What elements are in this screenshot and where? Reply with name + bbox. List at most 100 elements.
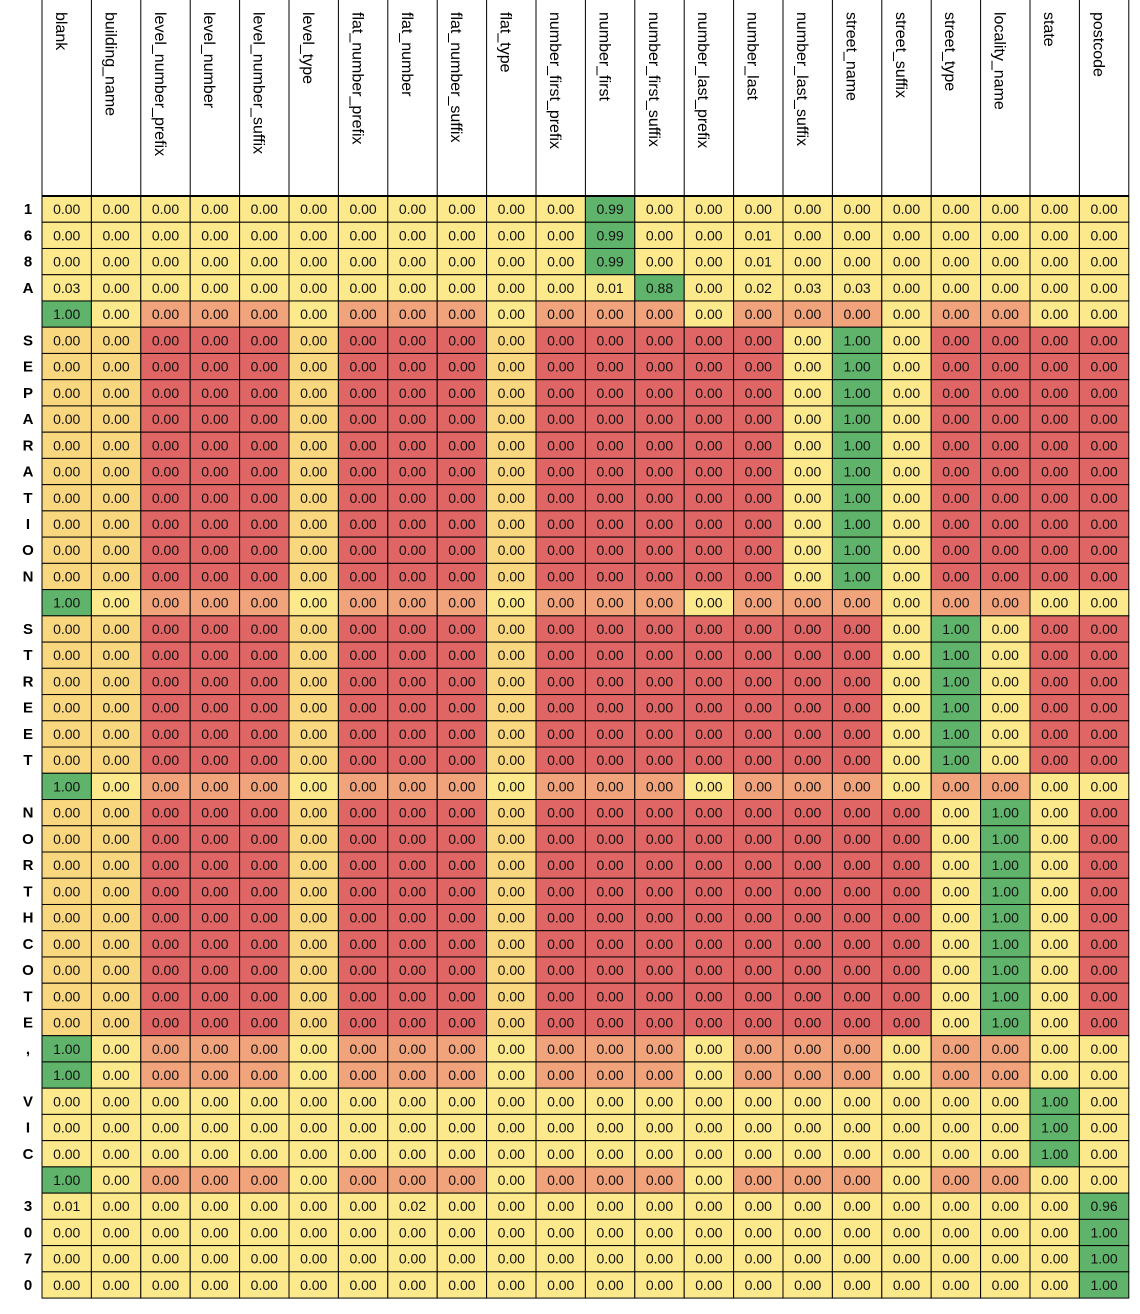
cell-value: 0.00 — [843, 201, 870, 217]
heatmap-cell — [881, 641, 932, 669]
heatmap-cell — [782, 457, 833, 486]
cell-value: 1.00 — [942, 726, 969, 742]
cell-value: 0.00 — [1041, 883, 1068, 899]
heatmap-cell — [881, 405, 932, 433]
cell-value: 0.00 — [695, 1093, 722, 1109]
cell-value: 0.00 — [843, 621, 870, 637]
cell-value: 0.00 — [349, 910, 376, 926]
cell-value: 0.00 — [498, 988, 525, 1004]
heatmap-cell — [930, 1166, 982, 1194]
heatmap-cell — [634, 352, 685, 381]
heatmap-cell — [41, 1218, 92, 1247]
cell-value: 0.00 — [794, 1067, 821, 1083]
heatmap-cell — [881, 694, 932, 722]
cell-value: 0.00 — [794, 883, 821, 899]
cell-value: 0.00 — [251, 490, 278, 506]
cell-value: 0.00 — [1041, 332, 1068, 348]
heatmap-cell — [189, 431, 241, 459]
cell-value: 0.00 — [201, 726, 228, 742]
heatmap-cell — [337, 274, 389, 302]
heatmap-cell — [831, 1087, 883, 1115]
heatmap-cell — [239, 982, 290, 1010]
cell-value: 0.00 — [547, 857, 574, 873]
cell-value: 0.00 — [695, 201, 722, 217]
heatmap-cell — [782, 825, 833, 853]
cell-value: 0.00 — [942, 1277, 969, 1293]
cell-value: 0.02 — [745, 280, 772, 296]
cell-value: 0.00 — [794, 254, 821, 270]
heatmap-cell — [486, 615, 537, 643]
cell-value: 0.00 — [152, 227, 179, 243]
cell-value: 0.00 — [53, 1277, 80, 1293]
heatmap-cell — [337, 484, 389, 512]
cell-value: 0.00 — [547, 568, 574, 584]
heatmap-cell — [980, 1192, 1031, 1220]
cell-value: 0.03 — [843, 280, 870, 296]
heatmap-cell — [189, 799, 241, 827]
cell-value: 1.00 — [53, 306, 80, 322]
cell-value: 0.00 — [1090, 805, 1117, 821]
heatmap-cell — [1078, 326, 1130, 354]
cell-value: 0.00 — [53, 621, 80, 637]
heatmap-cell — [337, 457, 389, 486]
heatmap-cell — [436, 1061, 488, 1089]
heatmap-cell — [140, 1166, 191, 1194]
heatmap-cell — [1078, 562, 1130, 591]
heatmap-cell — [239, 326, 290, 354]
heatmap-cell — [782, 484, 833, 512]
heatmap-cell — [387, 1061, 438, 1089]
cell-value: 0.00 — [646, 673, 673, 689]
cell-value: 0.00 — [152, 647, 179, 663]
cell-value: 0.00 — [547, 464, 574, 480]
cell-value: 0.00 — [794, 1093, 821, 1109]
heatmap-cell — [41, 195, 92, 223]
cell-value: 1.00 — [992, 936, 1019, 952]
heatmap-cell — [1029, 1218, 1080, 1247]
cell-value: 0.00 — [745, 647, 772, 663]
heatmap-cell — [1029, 510, 1080, 538]
cell-value: 0.00 — [695, 516, 722, 532]
cell-value: 0.00 — [53, 1224, 80, 1240]
row-label: S — [23, 332, 33, 349]
cell-value: 0.00 — [745, 1041, 772, 1057]
cell-value: 0.00 — [794, 673, 821, 689]
heatmap-cell — [634, 667, 685, 696]
cell-value: 0.00 — [251, 201, 278, 217]
cell-value: 0.00 — [498, 647, 525, 663]
cell-value: 0.00 — [1041, 516, 1068, 532]
cell-value: 0.00 — [942, 306, 969, 322]
cell-value: 0.00 — [992, 673, 1019, 689]
row-label: 3 — [24, 1198, 32, 1215]
cell-value: 0.00 — [596, 464, 623, 480]
heatmap-cell — [288, 799, 339, 827]
cell-value: 1.00 — [942, 752, 969, 768]
heatmap-cell — [486, 431, 537, 459]
heatmap-cell — [486, 1271, 537, 1299]
cell-value: 0.00 — [448, 568, 475, 584]
cell-value: 0.00 — [547, 385, 574, 401]
cell-value: 0.00 — [992, 568, 1019, 584]
heatmap-cell — [1078, 694, 1130, 722]
heatmap-cell — [140, 903, 191, 932]
cell-value: 0.00 — [53, 1251, 80, 1267]
cell-value: 0.00 — [399, 883, 426, 899]
cell-value: 0.00 — [547, 726, 574, 742]
heatmap-cell — [486, 1008, 537, 1037]
cell-value: 0.00 — [152, 464, 179, 480]
heatmap-cell — [387, 746, 438, 774]
cell-value: 0.00 — [547, 700, 574, 716]
heatmap-cell — [90, 1218, 142, 1247]
cell-value: 0.00 — [794, 385, 821, 401]
cell-value: 0.00 — [843, 752, 870, 768]
cell-value: 0.00 — [695, 1120, 722, 1136]
heatmap-cell — [980, 694, 1031, 722]
row-label: P — [23, 385, 33, 402]
cell-value: 0.00 — [300, 857, 327, 873]
cell-value: 0.00 — [201, 857, 228, 873]
cell-value: 0.00 — [695, 962, 722, 978]
heatmap-cell — [337, 352, 389, 381]
cell-value: 0.00 — [843, 227, 870, 243]
cell-value: 0.00 — [695, 988, 722, 1004]
row-label: R — [23, 673, 34, 690]
cell-value: 0.00 — [1041, 1251, 1068, 1267]
